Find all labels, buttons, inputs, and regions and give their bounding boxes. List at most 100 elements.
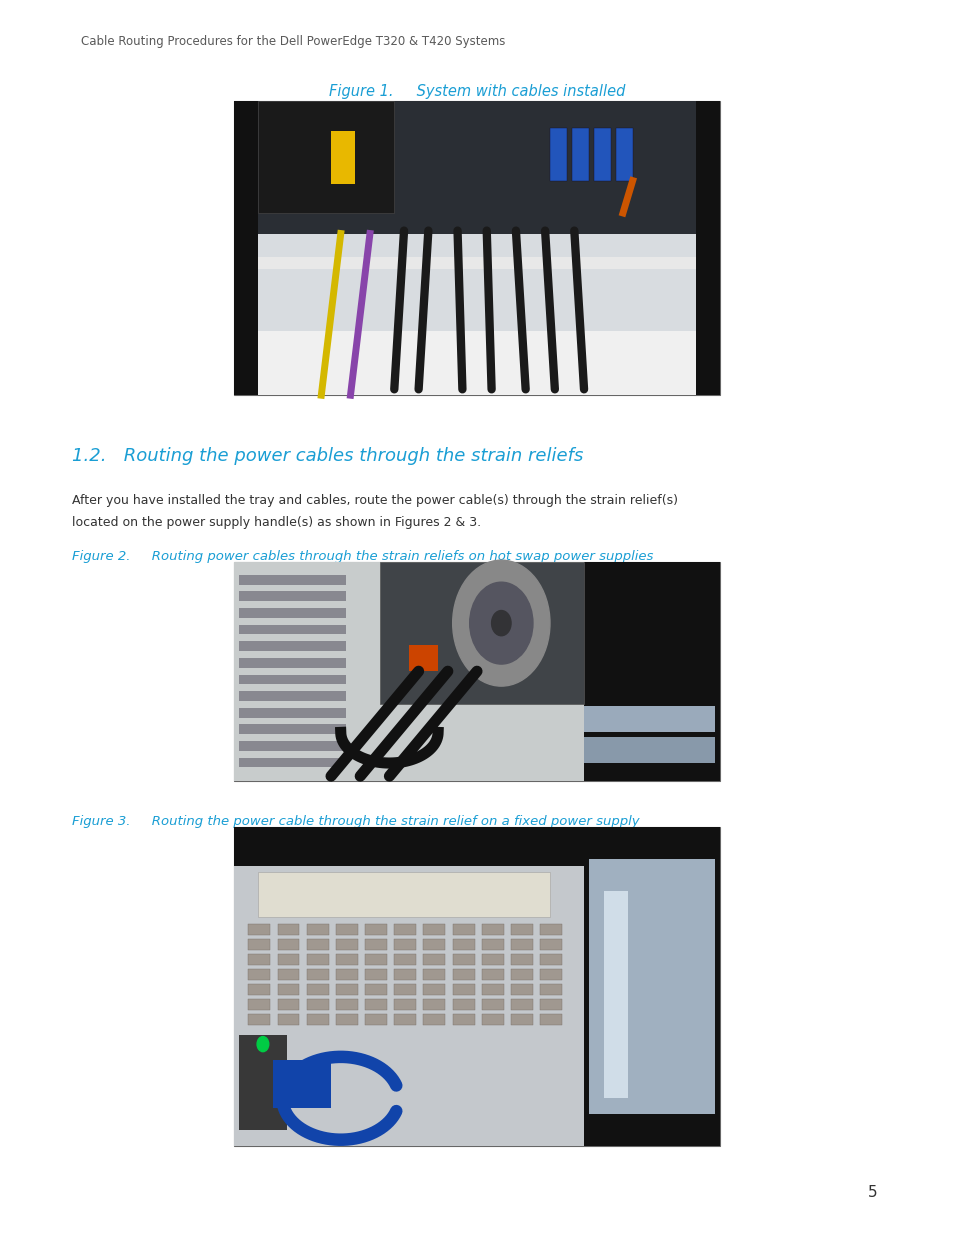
FancyBboxPatch shape [539,924,561,935]
FancyBboxPatch shape [394,969,416,981]
FancyBboxPatch shape [583,737,715,763]
Text: After you have installed the tray and cables, route the power cable(s) through t: After you have installed the tray and ca… [71,494,677,508]
FancyBboxPatch shape [481,969,503,981]
FancyBboxPatch shape [365,955,387,965]
Circle shape [256,1036,269,1052]
FancyBboxPatch shape [257,257,696,269]
FancyBboxPatch shape [233,827,720,1146]
FancyBboxPatch shape [394,924,416,935]
FancyBboxPatch shape [696,101,720,395]
FancyBboxPatch shape [233,101,720,395]
FancyBboxPatch shape [394,1014,416,1025]
FancyBboxPatch shape [238,592,345,601]
Circle shape [453,561,549,687]
FancyBboxPatch shape [379,562,583,704]
FancyBboxPatch shape [335,924,357,935]
FancyBboxPatch shape [233,562,720,781]
Text: 1.2.   Routing the power cables through the strain reliefs: 1.2. Routing the power cables through th… [71,447,582,466]
FancyBboxPatch shape [238,708,345,718]
FancyBboxPatch shape [583,562,720,781]
FancyBboxPatch shape [452,955,474,965]
FancyBboxPatch shape [238,725,345,734]
FancyBboxPatch shape [511,1014,533,1025]
FancyBboxPatch shape [539,940,561,950]
FancyBboxPatch shape [248,969,270,981]
FancyBboxPatch shape [306,999,328,1010]
FancyBboxPatch shape [539,999,561,1010]
FancyBboxPatch shape [248,999,270,1010]
FancyBboxPatch shape [481,984,503,995]
FancyBboxPatch shape [335,955,357,965]
Text: Figure 3.     Routing the power cable through the strain relief on a fixed power: Figure 3. Routing the power cable throug… [71,815,639,829]
FancyBboxPatch shape [423,1014,445,1025]
FancyBboxPatch shape [423,924,445,935]
FancyBboxPatch shape [277,940,299,950]
FancyBboxPatch shape [511,999,533,1010]
FancyBboxPatch shape [248,955,270,965]
FancyBboxPatch shape [452,969,474,981]
FancyBboxPatch shape [423,955,445,965]
FancyBboxPatch shape [615,127,632,180]
FancyBboxPatch shape [257,233,696,395]
FancyBboxPatch shape [335,969,357,981]
FancyBboxPatch shape [365,969,387,981]
Text: Figure 1.     System with cables installed: Figure 1. System with cables installed [329,84,624,99]
FancyBboxPatch shape [539,984,561,995]
FancyBboxPatch shape [306,955,328,965]
FancyBboxPatch shape [452,924,474,935]
FancyBboxPatch shape [511,955,533,965]
FancyBboxPatch shape [335,999,357,1010]
FancyBboxPatch shape [549,127,566,180]
FancyBboxPatch shape [365,924,387,935]
Text: 5: 5 [867,1186,877,1200]
FancyBboxPatch shape [365,940,387,950]
FancyBboxPatch shape [481,924,503,935]
FancyBboxPatch shape [593,127,610,180]
FancyBboxPatch shape [511,940,533,950]
FancyBboxPatch shape [335,1014,357,1025]
FancyBboxPatch shape [423,969,445,981]
Circle shape [469,582,533,664]
FancyBboxPatch shape [365,1014,387,1025]
FancyBboxPatch shape [481,955,503,965]
FancyBboxPatch shape [423,999,445,1010]
FancyBboxPatch shape [248,1014,270,1025]
FancyBboxPatch shape [273,1060,331,1108]
FancyBboxPatch shape [238,658,345,668]
FancyBboxPatch shape [452,1014,474,1025]
FancyBboxPatch shape [452,940,474,950]
FancyBboxPatch shape [238,574,345,584]
FancyBboxPatch shape [583,827,720,1146]
FancyBboxPatch shape [233,827,583,866]
Text: Cable Routing Procedures for the Dell PowerEdge T320 & T420 Systems: Cable Routing Procedures for the Dell Po… [81,35,505,48]
FancyBboxPatch shape [277,924,299,935]
FancyBboxPatch shape [306,924,328,935]
FancyBboxPatch shape [481,1014,503,1025]
FancyBboxPatch shape [248,924,270,935]
Text: located on the power supply handle(s) as shown in Figures 2 & 3.: located on the power supply handle(s) as… [71,516,480,530]
FancyBboxPatch shape [423,984,445,995]
FancyBboxPatch shape [257,331,696,395]
FancyBboxPatch shape [511,984,533,995]
FancyBboxPatch shape [511,924,533,935]
Circle shape [491,610,511,636]
FancyBboxPatch shape [238,608,345,618]
FancyBboxPatch shape [257,101,394,212]
FancyBboxPatch shape [335,940,357,950]
FancyBboxPatch shape [306,984,328,995]
FancyBboxPatch shape [365,999,387,1010]
FancyBboxPatch shape [588,860,715,1114]
FancyBboxPatch shape [539,1014,561,1025]
FancyBboxPatch shape [238,641,345,651]
FancyBboxPatch shape [248,984,270,995]
FancyBboxPatch shape [365,984,387,995]
FancyBboxPatch shape [511,969,533,981]
FancyBboxPatch shape [481,999,503,1010]
FancyBboxPatch shape [233,562,583,781]
FancyBboxPatch shape [452,999,474,1010]
FancyBboxPatch shape [238,757,345,767]
FancyBboxPatch shape [394,984,416,995]
FancyBboxPatch shape [409,645,437,672]
FancyBboxPatch shape [306,969,328,981]
FancyBboxPatch shape [248,940,270,950]
